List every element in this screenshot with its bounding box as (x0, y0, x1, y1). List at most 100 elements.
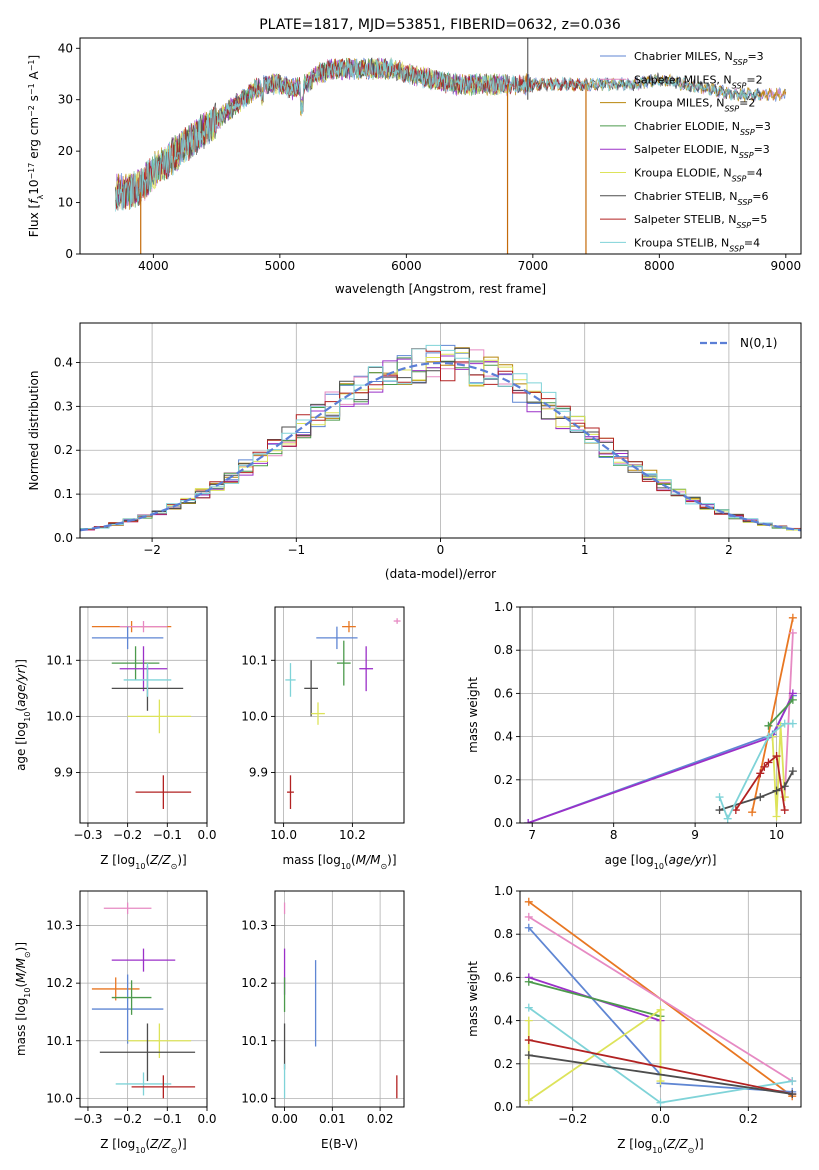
mass-weight-line (528, 1039, 793, 1095)
mass-weight-marker (764, 758, 773, 767)
x-tick-label: 10.2 (339, 828, 366, 842)
errorbar-point (115, 1072, 172, 1096)
axes-frame: −0.2 0.0 0.2 0.0 0.2 0.4 0.6 0.8 1.0 Z [log10(Z/Z… (466, 884, 802, 1155)
x-tick-label: −0.2 (558, 1112, 587, 1126)
x-tick-label: −2 (143, 543, 161, 557)
y-axis-label: age [log10(age/yr)] (14, 659, 32, 771)
x-axis-label: age [log10(age/yr)] (605, 853, 717, 871)
mass-weight-marker (715, 806, 724, 815)
legend-entry: Chabrier MILES, NSSP=3 (634, 50, 764, 67)
panel-mass-weight-vs-age: 7 8 9 10 0.0 0.2 0.4 0.6 0.8 1.0 age [log10(age/yr… (466, 600, 802, 871)
mass-weight-marker (656, 1098, 665, 1107)
y-tick-label: 0.6 (494, 970, 513, 984)
y-tick-label: 0.2 (494, 1057, 513, 1071)
y-tick-label: 1.0 (494, 884, 513, 898)
legend-entry: Chabrier STELIB, NSSP=6 (634, 190, 768, 207)
mass-weight-series (764, 695, 797, 730)
x-tick-label: −0.2 (113, 1112, 142, 1126)
mass-weight-marker (772, 812, 781, 821)
errorbar-point (311, 702, 325, 725)
x-tick-label: 0.01 (319, 1112, 346, 1126)
y-tick-label: 10.1 (241, 1034, 268, 1048)
x-tick-label: 0.0 (197, 1112, 216, 1126)
legend-entry: Kroupa STELIB, NSSP=4 (634, 236, 760, 253)
errorbar-point (119, 621, 168, 633)
mass-weight-marker (788, 613, 797, 622)
y-axis-label: Normed distribution (27, 371, 41, 491)
y-tick-label: 0.0 (54, 531, 73, 545)
y-tick-label: 0.4 (54, 355, 73, 369)
y-axis-label: mass [log10(M/M⊙)] (14, 942, 32, 1056)
mass-weight-line (735, 754, 786, 811)
plot-area (285, 618, 401, 809)
x-tick-label: 0 (437, 543, 445, 557)
mass-weight-line (783, 632, 794, 798)
mass-weight-marker (760, 762, 769, 771)
x-tick-label: 4000 (138, 259, 169, 273)
y-tick-label: 9.9 (54, 766, 73, 780)
y-tick-label: 0.2 (494, 773, 513, 787)
y-tick-label: 10.0 (46, 709, 73, 723)
panel-age-vs-z: −0.3 −0.2 −0.1 0.0 9.9 10.0 10.1 Z [log10(Z/Z⊙)… (14, 606, 217, 871)
errorbar-point (91, 626, 164, 650)
y-axis-label: Flux [fλ10−17 erg cm−2 s−1 A−1] (27, 55, 45, 237)
errorbar-point (304, 660, 318, 717)
x-tick-label: 5000 (265, 259, 296, 273)
errorbar-point (342, 621, 356, 633)
x-axis-label: Z [log10(Z/Z⊙)] (617, 1137, 703, 1155)
x-tick-label: 0.0 (651, 1112, 670, 1126)
errorbar-point (359, 646, 374, 692)
y-tick-label: 9.9 (249, 766, 268, 780)
legend: Chabrier MILES, NSSP=3 Salpeter MILES, NS… (600, 50, 771, 253)
axes-border (79, 37, 802, 255)
errorbar-point (119, 646, 168, 692)
errorbar-point (131, 1075, 196, 1099)
x-tick-label: 9000 (771, 259, 802, 273)
y-tick-label: 10.0 (241, 1091, 268, 1105)
mass-weight-series (731, 752, 789, 815)
mass-weight-marker (788, 1090, 797, 1099)
axes-frame: 7 8 9 10 0.0 0.2 0.4 0.6 0.8 1.0 age [log10(age/yr… (466, 600, 802, 871)
x-axis-label: E(B-V) (321, 1137, 358, 1151)
mass-weight-marker (524, 897, 533, 906)
normal-reference-curve (80, 361, 801, 532)
plot-area (91, 621, 192, 809)
panel-mass-vs-ebv: 0.00 0.01 0.02 10.0 10.1 10.2 10.3 E(B-V) (241, 890, 405, 1151)
errorbar-point (99, 1023, 196, 1082)
spectrum-line (115, 57, 761, 212)
y-tick-label: 0.4 (494, 730, 513, 744)
plot-area (115, 38, 787, 254)
axes-border (519, 606, 802, 824)
plot-area (80, 344, 801, 532)
mass-weight-line (528, 1054, 793, 1095)
x-tick-label: 10.0 (270, 828, 297, 842)
x-tick-label: −0.3 (73, 828, 102, 842)
mass-weight-marker (764, 721, 773, 730)
mass-weight-marker (788, 628, 797, 637)
mass-weight-marker (731, 806, 740, 815)
errorbar-point (111, 646, 160, 680)
axes-border (79, 890, 208, 1108)
y-tick-label: 10.0 (46, 1091, 73, 1105)
mass-weight-marker (715, 793, 724, 802)
y-tick-label: 0.0 (494, 816, 513, 830)
y-tick-label: 0.8 (494, 927, 513, 941)
mass-weight-marker (524, 1036, 533, 1045)
x-tick-label: 6000 (391, 259, 422, 273)
y-tick-label: 0.2 (54, 443, 73, 457)
legend-entry: Kroupa ELODIE, NSSP=4 (634, 167, 763, 184)
mass-weight-line (528, 980, 661, 1018)
x-tick-label: 9 (691, 828, 699, 842)
figure-title: PLATE=1817, MJD=53851, FIBERID=0632, z=0… (259, 17, 621, 33)
mass-weight-marker (748, 808, 757, 817)
y-tick-label: 10 (58, 196, 73, 210)
x-tick-label: 0.2 (739, 1112, 758, 1126)
axes-frame: −0.3 −0.2 −0.1 0.0 9.9 10.0 10.1 Z [log10(Z/Z⊙)… (14, 606, 217, 871)
x-tick-label: 8000 (644, 259, 675, 273)
errorbar-point (91, 974, 164, 1044)
mass-weight-marker (788, 767, 797, 776)
panel-residuals: −2 −1 0 1 2 0.0 0.1 0.2 0.3 0.4 N(0,1) (data-model)… (27, 322, 802, 581)
y-tick-label: 0.6 (494, 686, 513, 700)
y-axis-label: mass weight (466, 961, 480, 1037)
